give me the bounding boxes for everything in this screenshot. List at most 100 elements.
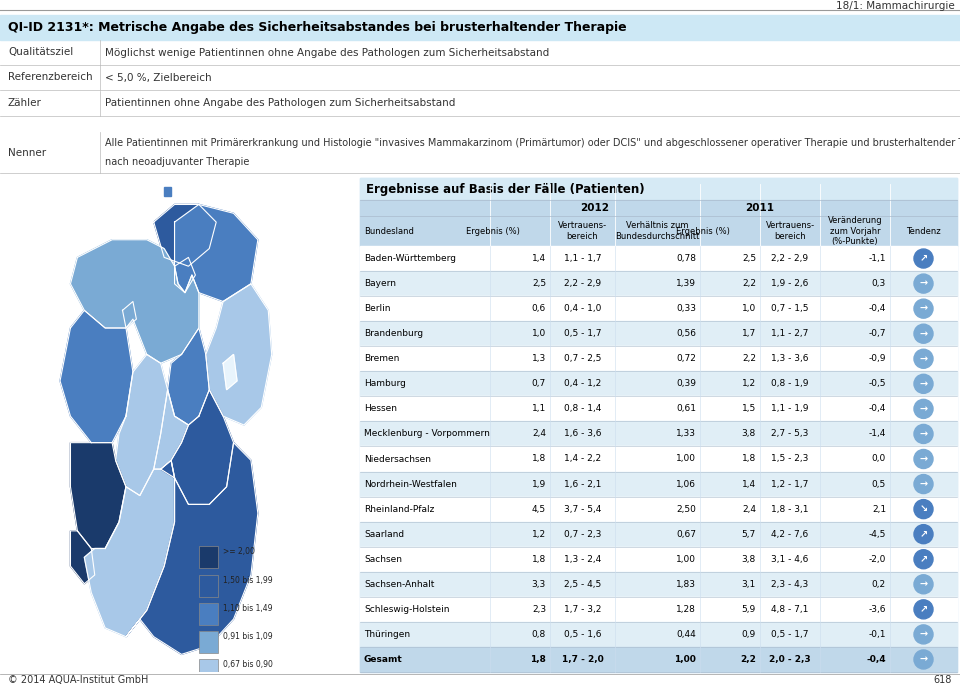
- Text: 1,10 bis 1,49: 1,10 bis 1,49: [223, 604, 273, 613]
- Bar: [360, 647, 957, 672]
- Text: 1,5 - 2,3: 1,5 - 2,3: [771, 455, 808, 464]
- Text: 2,7 - 5,3: 2,7 - 5,3: [771, 429, 808, 438]
- Text: 0,8 - 1,4: 0,8 - 1,4: [564, 405, 601, 414]
- Circle shape: [914, 249, 933, 268]
- Text: 0,67: 0,67: [676, 530, 696, 539]
- Text: 2,4: 2,4: [532, 429, 546, 438]
- Circle shape: [914, 399, 933, 418]
- Polygon shape: [205, 284, 272, 425]
- Text: -0,5: -0,5: [869, 379, 886, 388]
- Text: -0,4: -0,4: [869, 304, 886, 313]
- Text: 0,7 - 2,5: 0,7 - 2,5: [564, 354, 601, 363]
- Text: 1,00: 1,00: [676, 455, 696, 464]
- Text: 0,7 - 1,5: 0,7 - 1,5: [771, 304, 808, 313]
- Text: 1,7: 1,7: [742, 329, 756, 338]
- Text: 0,4 - 1,2: 0,4 - 1,2: [564, 379, 601, 388]
- Text: Gesamt: Gesamt: [364, 655, 403, 664]
- Text: 1,9 - 2,6: 1,9 - 2,6: [771, 279, 808, 288]
- Circle shape: [914, 425, 933, 444]
- Polygon shape: [223, 354, 237, 390]
- Text: 1,06: 1,06: [676, 480, 696, 488]
- Text: →: →: [920, 328, 927, 339]
- Bar: [199, 660, 218, 682]
- Polygon shape: [60, 311, 132, 442]
- Polygon shape: [115, 354, 168, 495]
- Text: 618: 618: [934, 675, 952, 685]
- Bar: [199, 574, 218, 596]
- Bar: [360, 200, 957, 216]
- Text: -0,9: -0,9: [869, 354, 886, 363]
- Circle shape: [914, 575, 933, 594]
- Text: 0,91 bis 1,09: 0,91 bis 1,09: [223, 632, 273, 641]
- Circle shape: [914, 650, 933, 669]
- Circle shape: [914, 499, 933, 519]
- Text: Hessen: Hessen: [364, 405, 397, 414]
- Text: Thüringen: Thüringen: [364, 630, 410, 639]
- Text: →: →: [920, 354, 927, 363]
- Text: Qualitätsziel: Qualitätsziel: [8, 47, 73, 58]
- Text: 2,5: 2,5: [532, 279, 546, 288]
- Text: < 5,0 %, Zielbereich: < 5,0 %, Zielbereich: [105, 73, 211, 82]
- Text: 1,8 - 3,1: 1,8 - 3,1: [771, 505, 808, 514]
- Text: 0,44: 0,44: [676, 630, 696, 639]
- Bar: [360, 521, 957, 547]
- Bar: [360, 447, 957, 471]
- Bar: [360, 471, 957, 497]
- Circle shape: [914, 475, 933, 493]
- Bar: [360, 371, 957, 396]
- Polygon shape: [126, 442, 258, 654]
- Text: -0,1: -0,1: [869, 630, 886, 639]
- Text: 1,2 - 1,7: 1,2 - 1,7: [771, 480, 808, 488]
- Text: Mecklenburg - Vorpommern: Mecklenburg - Vorpommern: [364, 429, 490, 438]
- Polygon shape: [84, 460, 175, 637]
- Text: 2,2: 2,2: [742, 279, 756, 288]
- Text: ↗: ↗: [920, 605, 927, 614]
- Text: 1,2: 1,2: [742, 379, 756, 388]
- Text: 1,1 - 1,9: 1,1 - 1,9: [771, 405, 808, 414]
- Bar: [360, 497, 957, 521]
- Text: 3,8: 3,8: [742, 429, 756, 438]
- Text: 1,3: 1,3: [532, 354, 546, 363]
- Text: 0,3: 0,3: [872, 279, 886, 288]
- Bar: [360, 597, 957, 622]
- Bar: [199, 631, 218, 653]
- Bar: [360, 622, 957, 647]
- Polygon shape: [175, 258, 196, 293]
- Circle shape: [914, 600, 933, 619]
- Polygon shape: [70, 240, 199, 363]
- Text: 2,1: 2,1: [872, 505, 886, 514]
- Text: Ergebnisse auf Basis der Fälle (Patienten): Ergebnisse auf Basis der Fälle (Patiente…: [366, 183, 644, 196]
- Text: 2,3: 2,3: [532, 605, 546, 614]
- Text: →: →: [920, 404, 927, 414]
- Text: Vertrauens-
bereich: Vertrauens- bereich: [558, 221, 607, 240]
- Text: -2,0: -2,0: [869, 554, 886, 564]
- Text: © 2014 AQUA-Institut GmbH: © 2014 AQUA-Institut GmbH: [8, 675, 149, 685]
- Polygon shape: [70, 442, 126, 548]
- Text: Nenner: Nenner: [8, 148, 46, 157]
- Bar: [8, 178, 355, 672]
- Text: 0,6: 0,6: [532, 304, 546, 313]
- Text: >= 2,00: >= 2,00: [223, 548, 255, 556]
- Text: 1,6 - 3,6: 1,6 - 3,6: [564, 429, 601, 438]
- Polygon shape: [175, 205, 258, 302]
- Polygon shape: [123, 302, 136, 328]
- Text: -0,4: -0,4: [869, 405, 886, 414]
- Text: Referenzbereich: Referenzbereich: [8, 73, 92, 82]
- Text: 1,7 - 2,0: 1,7 - 2,0: [562, 655, 604, 664]
- Text: Alle Patientinnen mit Primärerkrankung und Histologie "invasives Mammakarzinom (: Alle Patientinnen mit Primärerkrankung u…: [105, 139, 960, 148]
- Text: Niedersachsen: Niedersachsen: [364, 455, 431, 464]
- Text: ↗: ↗: [920, 529, 927, 539]
- Text: 1,00: 1,00: [676, 554, 696, 564]
- Text: 1,6 - 2,1: 1,6 - 2,1: [564, 480, 601, 488]
- Text: Vertrauens-
bereich: Vertrauens- bereich: [765, 221, 815, 240]
- Text: 0,33: 0,33: [676, 304, 696, 313]
- Text: 0,5 - 1,7: 0,5 - 1,7: [564, 329, 601, 338]
- Text: 0,5 - 1,7: 0,5 - 1,7: [771, 630, 808, 639]
- Text: 1,4: 1,4: [742, 480, 756, 488]
- Text: 1,9: 1,9: [532, 480, 546, 488]
- Bar: [360, 421, 957, 447]
- Bar: [0, 15, 960, 40]
- Text: Sachsen: Sachsen: [364, 554, 402, 564]
- Text: 0,8 - 1,9: 0,8 - 1,9: [771, 379, 808, 388]
- Text: Bundesland: Bundesland: [364, 227, 414, 236]
